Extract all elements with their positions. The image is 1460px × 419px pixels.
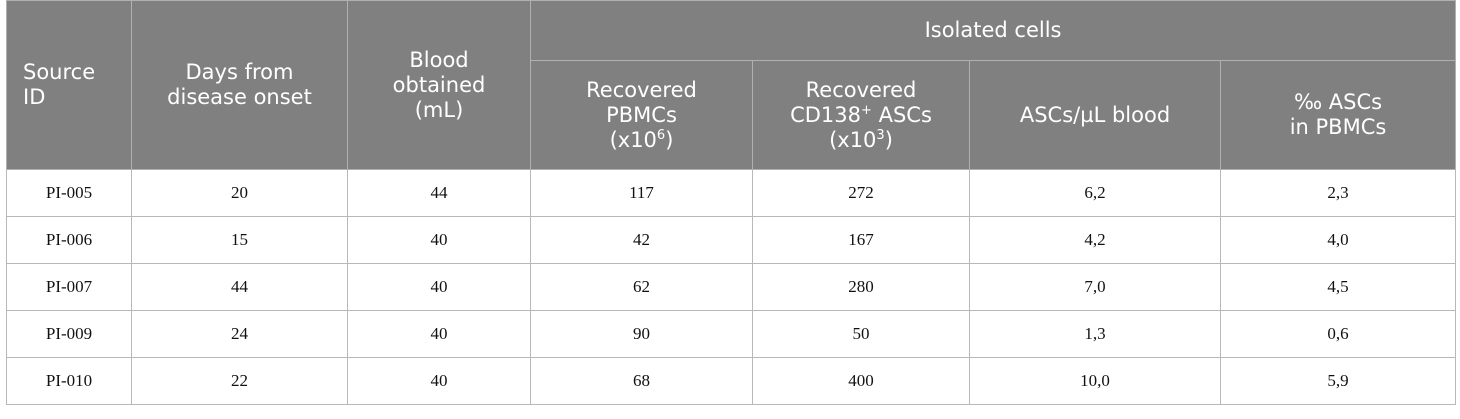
table-cell: 20 — [131, 169, 348, 217]
table-cell: 4,2 — [969, 216, 1221, 264]
table-cell: 0,6 — [1219, 310, 1457, 358]
header-text: obtained — [392, 72, 486, 97]
column-header: Recovered PBMCs (x106) — [530, 60, 753, 170]
header-text: PBMCs — [606, 102, 677, 127]
header-text: Recovered — [805, 77, 917, 102]
table-cell: 50 — [752, 310, 970, 358]
column-header: Days from disease onset — [131, 0, 348, 170]
header-line: disease onset — [140, 85, 339, 110]
table-cell: 7,0 — [969, 263, 1221, 311]
table-cell: PI-005 — [6, 169, 132, 217]
table-cell: 15 — [131, 216, 348, 264]
subheader-row: Recovered PBMCs (x106) Recovered CD138+ ASCs… — [7, 60, 1457, 170]
header-text: (mL) — [414, 97, 464, 122]
header-line: CD138+ ASCs — [761, 103, 961, 128]
table-cell: 117 — [530, 169, 753, 217]
header-line: (x103) — [761, 128, 961, 153]
table-cell: 44 — [347, 169, 531, 217]
table-row: PI-007 44 40 62 280 7,0 4,5 — [6, 263, 1457, 311]
table-body: PI-005 20 44 117 272 6,2 2,3 PI-006 15 40 42 167 4,2… — [6, 169, 1457, 405]
column-header: Source ID — [6, 0, 132, 170]
header-line: PBMCs — [539, 103, 744, 128]
data-table: Source ID Days from disease onset Blood obtai… — [6, 0, 1457, 405]
table-row: PI-009 24 40 90 50 1,3 0,6 — [6, 310, 1457, 358]
column-header: Blood obtained (mL) — [347, 0, 531, 170]
table-cell: PI-007 — [6, 263, 132, 311]
table-cell: 2,3 — [1219, 169, 1457, 217]
header-text: ‰ ASCs — [1293, 90, 1383, 114]
header-line: (mL) — [356, 98, 522, 123]
header-line: ASCs/µL blood — [978, 103, 1212, 128]
table-cell: 400 — [752, 357, 970, 405]
header-text: ) — [665, 127, 674, 152]
header-line: Blood — [356, 48, 522, 73]
table-cell: 5,9 — [1219, 357, 1457, 405]
table-cell: 272 — [752, 169, 970, 217]
table-cell: 10,0 — [969, 357, 1221, 405]
table-cell: 1,3 — [969, 310, 1221, 358]
table-cell: PI-010 — [6, 357, 132, 405]
table-cell: 44 — [131, 263, 348, 311]
header-text: ) — [884, 127, 893, 152]
table-cell: 280 — [752, 263, 970, 311]
table-cell: 4,5 — [1219, 263, 1457, 311]
table-row: PI-006 15 40 42 167 4,2 4,0 — [6, 216, 1457, 264]
header-line: Recovered — [761, 78, 961, 103]
table-cell: 90 — [530, 310, 753, 358]
header-text: Days from — [185, 60, 294, 84]
header-text: disease onset — [167, 85, 312, 109]
header-text: ASCs — [871, 102, 932, 127]
header-line: Days from — [140, 60, 339, 85]
table-cell: PI-009 — [6, 310, 132, 358]
table-cell: 62 — [530, 263, 753, 311]
header-text: CD138 — [790, 102, 862, 127]
header-line: ID — [23, 85, 123, 110]
table-row: PI-005 20 44 117 272 6,2 2,3 — [6, 169, 1457, 217]
table-cell: 40 — [347, 357, 531, 405]
superscript: 6 — [656, 127, 666, 143]
header-line: (x106) — [539, 128, 744, 153]
column-header: ASCs/µL blood — [969, 60, 1221, 170]
header-text: Blood — [409, 47, 469, 72]
header-text: Source — [23, 60, 96, 84]
table-cell: 42 — [530, 216, 753, 264]
header-text: in PBMCs — [1289, 115, 1387, 139]
table-cell: 4,0 — [1219, 216, 1457, 264]
header-line: obtained — [356, 73, 522, 98]
table-cell: 6,2 — [969, 169, 1221, 217]
header-text: Recovered — [586, 77, 697, 102]
header-line: ‰ ASCs — [1229, 90, 1447, 115]
column-header: Recovered CD138+ ASCs (x103) — [752, 60, 970, 170]
table-cell: 167 — [752, 216, 970, 264]
header-text: (x10 — [609, 127, 657, 152]
table-cell: 40 — [347, 263, 531, 311]
header-line: Recovered — [539, 78, 744, 103]
table-cell: 22 — [131, 357, 348, 405]
header-text: ID — [23, 85, 46, 109]
table-row: PI-010 22 40 68 400 10,0 5,9 — [6, 357, 1457, 405]
table-cell: 24 — [131, 310, 348, 358]
group-header: Isolated cells — [529, 0, 1457, 61]
column-header: ‰ ASCs in PBMCs — [1219, 60, 1457, 170]
header-text: ASCs/µL blood — [1019, 102, 1171, 127]
superscript: 3 — [876, 127, 885, 143]
table-cell: 40 — [347, 310, 531, 358]
table-cell: 40 — [347, 216, 531, 264]
header-line: in PBMCs — [1229, 115, 1447, 140]
header-row: Source ID Days from disease onset Blood obtai… — [6, 0, 1457, 170]
header-line: Source — [23, 60, 123, 85]
table-cell: 68 — [530, 357, 753, 405]
superscript: + — [861, 102, 872, 118]
header-text: (x10 — [829, 127, 877, 152]
table-cell: PI-006 — [6, 216, 132, 264]
